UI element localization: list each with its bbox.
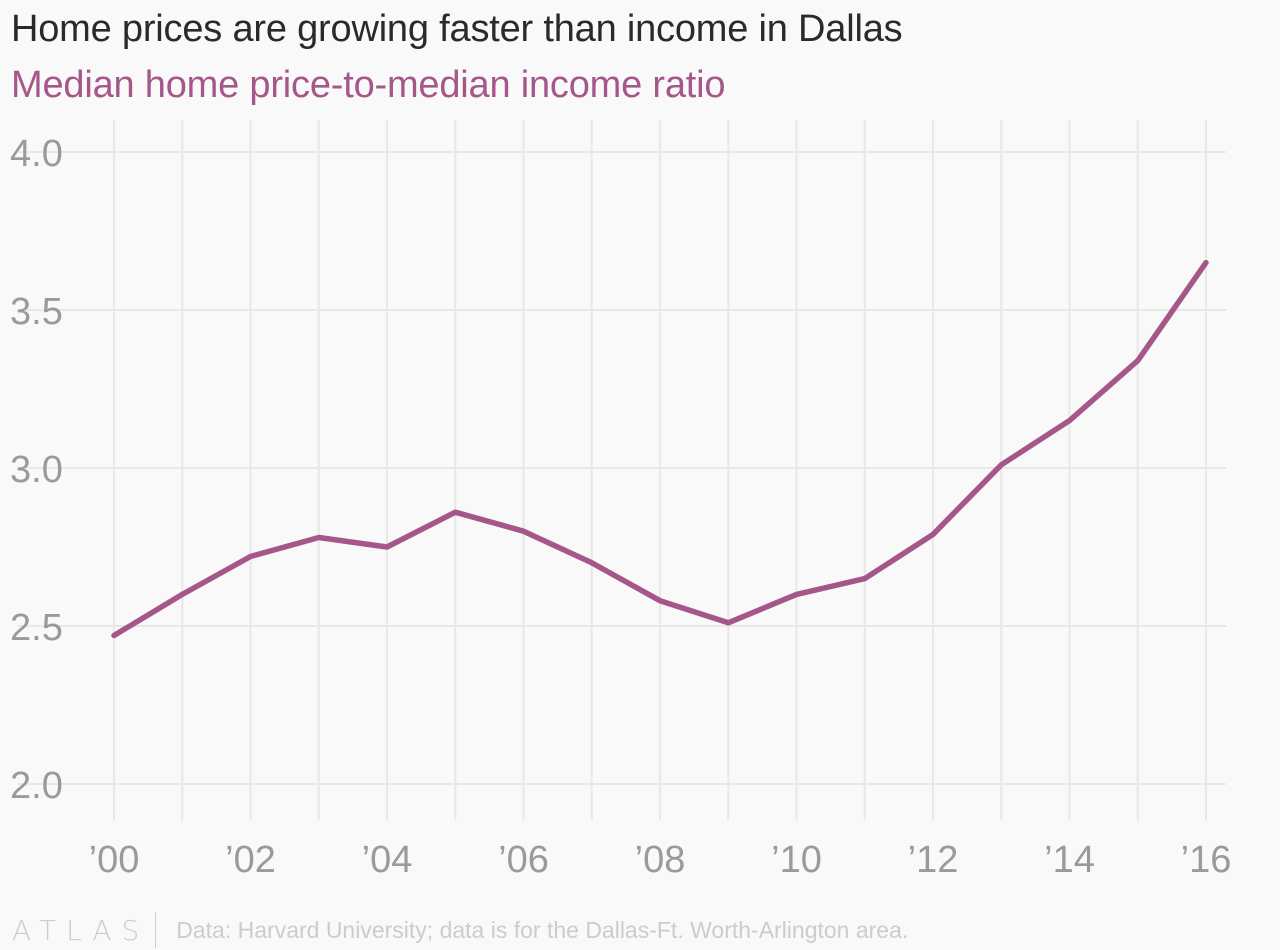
x-tick-label: ’00 [89,839,140,881]
series-layer [111,259,1209,639]
source-note: Data: Harvard University; data is for th… [176,916,909,943]
x-tick-label: ’12 [908,839,959,881]
data-point [1203,260,1209,266]
chart-subtitle: Median home price-to-median income ratio [11,64,726,106]
data-point [998,462,1004,468]
atlas-logo: ATLAS [12,913,150,947]
data-point [179,591,185,597]
data-point [862,576,868,582]
x-axis-ticks: ’00 ’02 ’04 ’06 ’08 ’10 ’12 ’14 ’16 [89,839,1232,881]
data-point [384,544,390,550]
x-tick-label: ’08 [635,839,686,881]
data-point [316,535,322,541]
data-point [794,591,799,597]
x-tick-label: ’10 [771,839,822,881]
y-axis-ticks: 2.0 2.5 3.0 3.5 4.0 [10,133,63,807]
x-tick-label: ’02 [225,839,276,881]
data-point [452,509,458,515]
x-tick-label: ’14 [1044,839,1095,881]
x-tick-label: ’04 [362,839,413,881]
data-point [1135,358,1141,364]
data-point [521,528,526,534]
data-point [1067,418,1072,424]
x-tick-label: ’16 [1181,839,1232,881]
footer-divider [155,912,157,948]
line-chart: 2.0 2.5 3.0 3.5 4.0 ’00 ’02 ’04 ’06 ’08 ’10 ’12 ’14… [10,120,1232,881]
x-tick-label: ’06 [498,839,549,881]
data-point [248,553,253,559]
y-tick-label: 2.0 [10,765,63,807]
y-tick-label: 2.5 [10,607,63,649]
data-point [930,531,936,537]
data-point [111,632,117,638]
data-point [589,560,595,566]
chart-title: Home prices are growing faster than inco… [11,8,903,50]
grid-layer [18,120,1226,820]
data-point [725,620,731,626]
data-point [657,598,663,604]
y-tick-label: 3.0 [10,449,63,491]
footer: ATLAS Data: Harvard University; data is … [12,910,908,950]
y-tick-label: 4.0 [10,133,63,175]
y-tick-label: 3.5 [10,291,63,333]
